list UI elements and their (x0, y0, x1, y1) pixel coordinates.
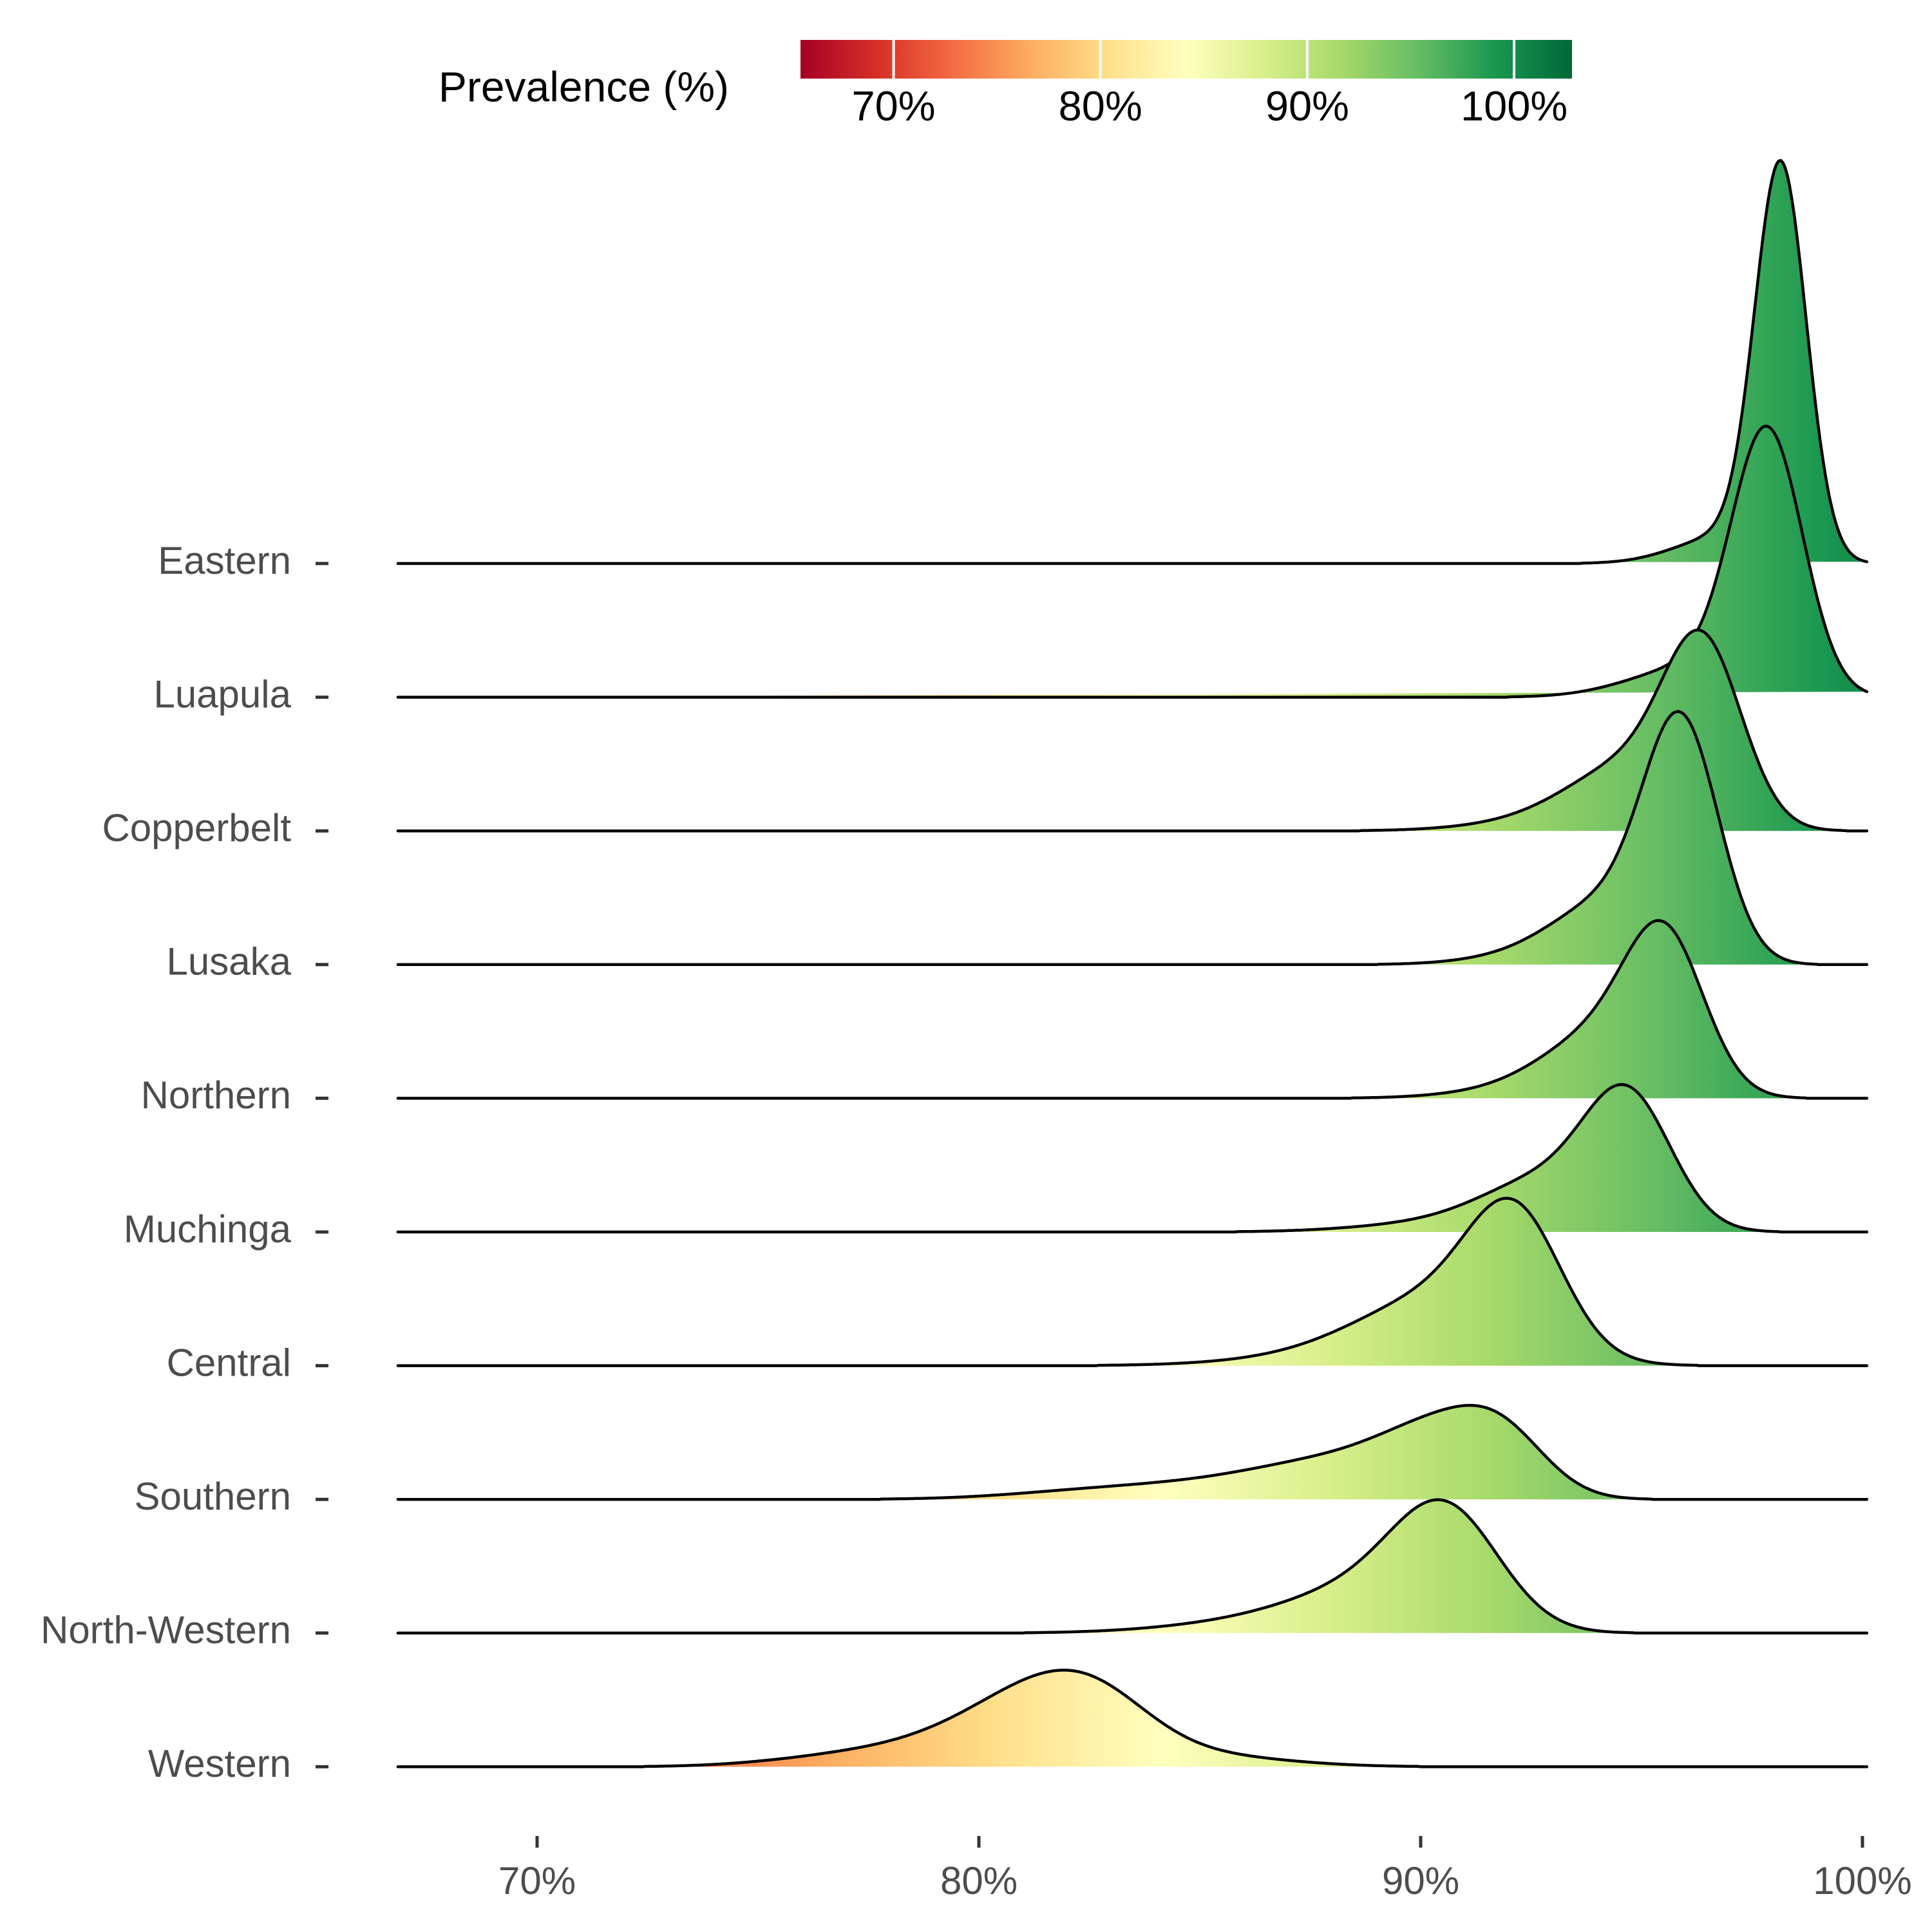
y-axis-label-lusaka: Lusaka (167, 940, 292, 983)
y-axis-label-copperbelt: Copperbelt (102, 806, 291, 849)
legend: Prevalence (%) 70% 80% 90% 100% (439, 40, 1572, 129)
ridge-northern (396, 919, 1869, 1100)
ridge-series-group (396, 158, 1869, 1768)
y-axis-label-central: Central (167, 1341, 291, 1384)
legend-tick-label: 100% (1461, 82, 1567, 129)
y-axis-label-southern: Southern (134, 1475, 291, 1518)
legend-tick-label: 80% (1059, 82, 1142, 129)
y-axis: Eastern Luapula Copperbelt Lusaka Northern Mu… (41, 539, 328, 1785)
ridge-western (396, 1669, 1869, 1768)
y-axis-label-north-western: North-Western (41, 1609, 291, 1652)
y-axis-label-luapula: Luapula (153, 672, 291, 715)
x-axis-tick-label: 90% (1382, 1859, 1459, 1902)
ridge-north-western (396, 1498, 1869, 1635)
ridge-muchinga (396, 1083, 1869, 1234)
ridge-lusaka (396, 710, 1869, 967)
y-axis-label-western: Western (148, 1742, 291, 1785)
ridge-central (396, 1197, 1869, 1367)
legend-tick-marks (892, 40, 1516, 79)
x-axis-tick-label: 100% (1813, 1859, 1911, 1902)
y-axis-label-muchinga: Muchinga (124, 1208, 292, 1251)
y-axis-label-eastern: Eastern (158, 539, 291, 582)
legend-colorbar (800, 40, 1572, 79)
ridge-eastern (396, 158, 1869, 565)
legend-tick-labels: 70% 80% 90% 100% (851, 82, 1567, 129)
y-axis-label-northern: Northern (141, 1074, 291, 1117)
x-axis: 70% 80% 90% 100% (498, 1836, 1912, 1902)
x-axis-tick-label: 80% (940, 1859, 1018, 1902)
ridge-copperbelt (396, 629, 1869, 833)
legend-title: Prevalence (%) (439, 62, 729, 110)
x-axis-tick-label: 70% (498, 1859, 576, 1902)
ridge-southern (396, 1403, 1869, 1501)
legend-tick-label: 70% (851, 82, 935, 129)
legend-tick-label: 90% (1265, 82, 1349, 129)
